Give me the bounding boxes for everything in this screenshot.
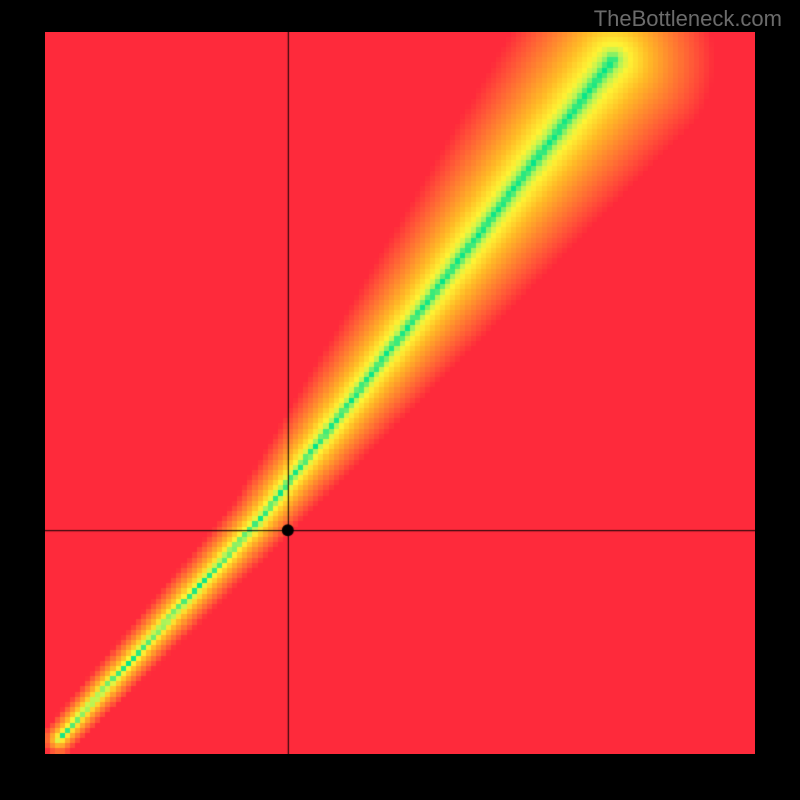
root-container: TheBottleneck.com (0, 0, 800, 800)
attribution-text: TheBottleneck.com (594, 6, 782, 32)
bottleneck-heatmap (45, 32, 755, 754)
